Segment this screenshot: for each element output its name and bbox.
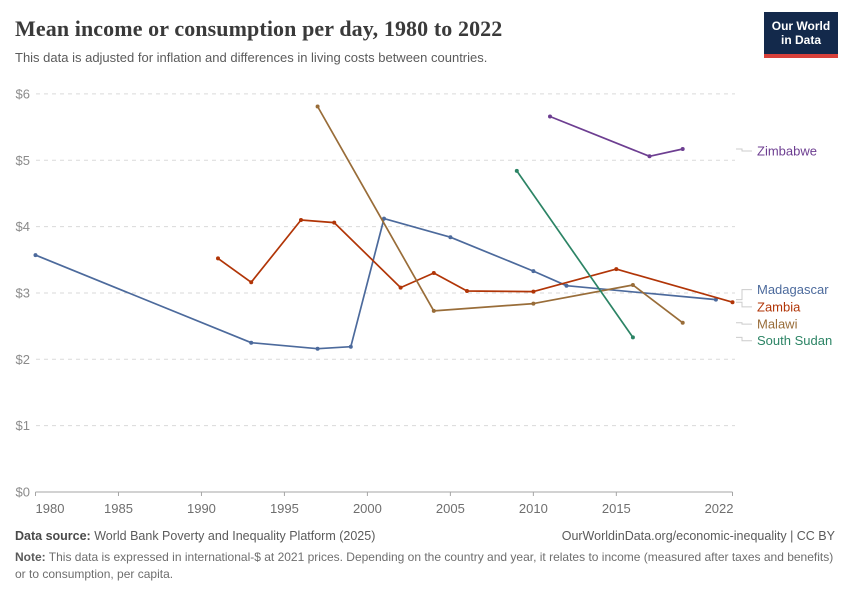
series-label-zambia[interactable]: Zambia — [757, 299, 801, 314]
page-title: Mean income or consumption per day, 1980… — [15, 16, 503, 41]
data-point-zimbabwe — [647, 154, 652, 159]
series-label-zimbabwe[interactable]: Zimbabwe — [757, 143, 817, 158]
y-axis-tick-label: $3 — [16, 285, 30, 300]
footer-row: Data source: World Bank Poverty and Ineq… — [15, 529, 835, 543]
note-label: Note: — [15, 550, 46, 564]
data-point-malawi — [630, 283, 635, 287]
data-point-madagascar — [33, 253, 38, 258]
data-source: Data source: World Bank Poverty and Ineq… — [15, 529, 375, 543]
chart-canvas: $0 $1 $2 $3 $4 $5 $6 1980 1985 1990 1995 2000 2005 20… — [16, 86, 833, 516]
data-point-malawi — [431, 308, 436, 313]
x-axis-tick-label: 1985 — [104, 501, 133, 516]
line-zimbabwe[interactable] — [549, 115, 683, 158]
data-point-zambia — [398, 285, 403, 290]
label-connector-zimbabwe — [736, 148, 752, 152]
data-point-zambia — [299, 218, 303, 222]
data-point-south-sudan — [630, 335, 635, 340]
data-point-south-sudan — [514, 168, 519, 173]
data-point-madagascar — [382, 216, 386, 221]
footer-note: Note: This data is expressed in internat… — [15, 549, 835, 584]
y-axis-tick-label: $6 — [16, 86, 30, 101]
x-axis-tick-label: 2010 — [519, 501, 548, 516]
label-connector-madagascar — [736, 289, 752, 301]
x-axis-tick-label: 1980 — [36, 501, 65, 516]
data-point-malawi — [680, 320, 685, 325]
y-axis-tick-label: $5 — [16, 153, 30, 168]
series-label-south-sudan[interactable]: South Sudan — [757, 333, 832, 348]
y-axis-tick-label: $1 — [16, 418, 30, 433]
data-point-zambia — [730, 300, 735, 305]
line-south-sudan[interactable] — [516, 170, 634, 338]
x-axis-tick-label: 2022 — [705, 501, 734, 516]
note-text: This data is expressed in international-… — [15, 550, 834, 582]
data-point-madagascar — [249, 340, 254, 345]
data-point-malawi — [531, 301, 536, 306]
chart-header: Mean income or consumption per day, 1980… — [15, 16, 750, 65]
owid-logo-line1: Our World — [771, 19, 831, 33]
y-axis-tick-label: $4 — [16, 219, 30, 234]
data-point-madagascar — [348, 344, 353, 349]
data-source-label: Data source: — [15, 529, 91, 543]
data-point-zambia — [249, 280, 254, 285]
series-label-malawi[interactable]: Malawi — [757, 317, 798, 332]
data-point-zambia — [531, 289, 536, 294]
line-zambia[interactable] — [217, 219, 733, 304]
y-axis-tick-label: $2 — [16, 352, 30, 367]
y-axis-tick-label: $0 — [16, 485, 30, 500]
line-malawi[interactable] — [316, 106, 684, 324]
data-point-zambia — [614, 267, 619, 272]
label-connector-malawi — [736, 322, 752, 325]
x-axis-tick-label: 1995 — [270, 501, 299, 516]
attribution-link[interactable]: OurWorldinData.org/economic-inequality |… — [561, 529, 835, 543]
x-axis-tick-label: 2005 — [436, 501, 465, 516]
page-subtitle: This data is adjusted for inflation and … — [15, 50, 488, 65]
owid-logo-line2: in Data — [780, 33, 821, 48]
data-source-value: World Bank Poverty and Inequality Platfo… — [90, 529, 376, 543]
data-point-zambia — [332, 220, 337, 225]
series-label-madagascar[interactable]: Madagascar — [757, 282, 829, 297]
data-point-zambia — [431, 271, 436, 275]
label-connector-zambia — [736, 301, 752, 308]
data-point-zimbabwe — [680, 147, 685, 151]
line-madagascar[interactable] — [35, 217, 716, 350]
data-point-zimbabwe — [548, 114, 552, 119]
x-axis-tick-label: 1990 — [187, 501, 216, 516]
x-axis-tick-label: 2015 — [602, 501, 631, 516]
label-connector-south-sudan — [736, 336, 752, 342]
owid-logo[interactable]: Our World in Data — [764, 12, 838, 58]
data-point-zambia — [465, 289, 469, 293]
data-point-madagascar — [564, 283, 569, 288]
data-point-zambia — [216, 256, 220, 261]
data-point-madagascar — [315, 346, 320, 351]
data-point-madagascar — [448, 235, 453, 240]
data-point-malawi — [315, 104, 320, 109]
x-axis-tick-label: 2000 — [353, 501, 382, 516]
chart-footer: Data source: World Bank Poverty and Ineq… — [15, 529, 835, 584]
line-chart: $0 $1 $2 $3 $4 $5 $6 1980 1985 1990 1995 2000 2005 20… — [0, 80, 850, 525]
data-point-madagascar — [531, 269, 536, 274]
